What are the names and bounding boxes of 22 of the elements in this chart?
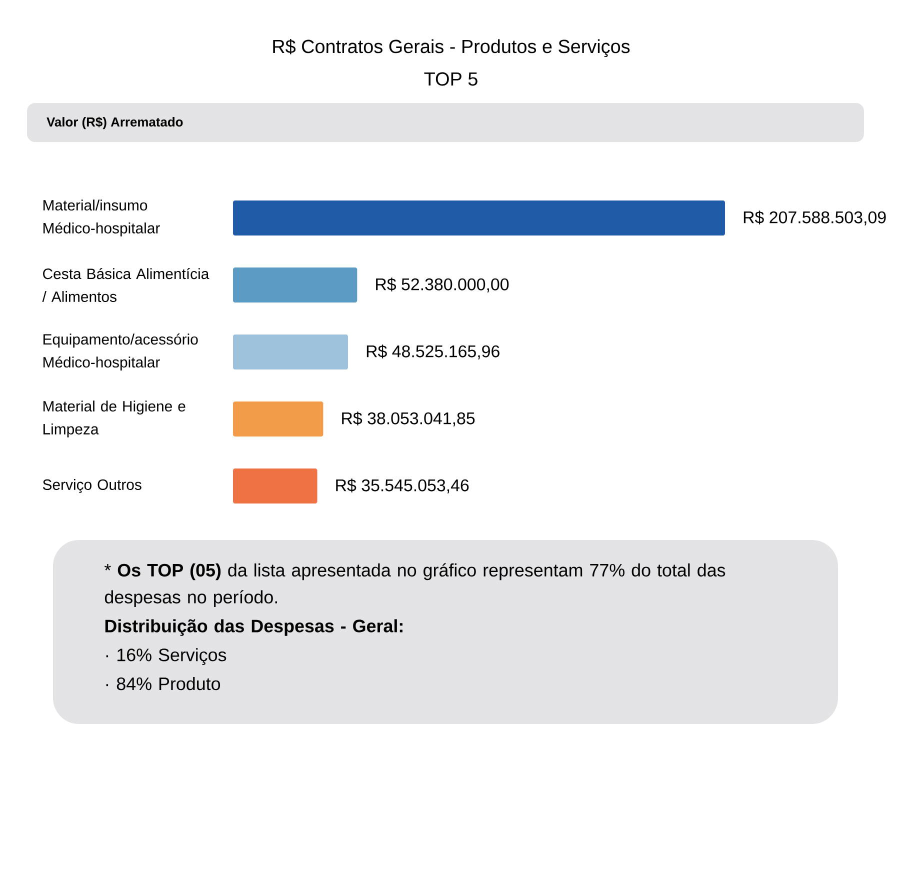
y-tick-label: Equipamento/acessório Médico-hospitalar [43,333,198,370]
bar [233,334,348,370]
x-axis-title: Valor (R$) Arrematado [46,116,183,130]
text: Distribuição das Despesas - Geral: [105,619,402,636]
text: · 84% Produto [106,676,220,690]
data-label: R$ 35.545.053,46 [336,478,469,494]
bar [233,200,726,236]
data-label: R$ 52.380.000,00 [376,278,509,292]
text: · 16% Serviços [106,648,226,665]
data-label: R$ 48.525.165,96 [366,344,500,360]
data-label: R$ 207.588.503,09 [744,210,886,226]
text: *Os TOP (05) da lista apresentada no gráfico representam 77% do total das despesas no período. [104,563,726,608]
bar [233,402,324,436]
chart-title: R$ Contratos Gerais - Produtos e Serviços [273,38,630,58]
y-tick-label: Serviço Outros [42,479,142,493]
y-tick-label: Material/insumo Médico-hospitalar [43,200,160,236]
y-tick-label: Cesta Básica Alimentícia / Alimentos [42,268,210,302]
data-label: R$ 38.053.041,85 [342,412,475,426]
bar [233,268,358,302]
y-tick-label: Material de Higiene e Limpeza [43,400,186,438]
chart-subtitle: TOP 5 [424,72,478,86]
bar [233,468,318,504]
